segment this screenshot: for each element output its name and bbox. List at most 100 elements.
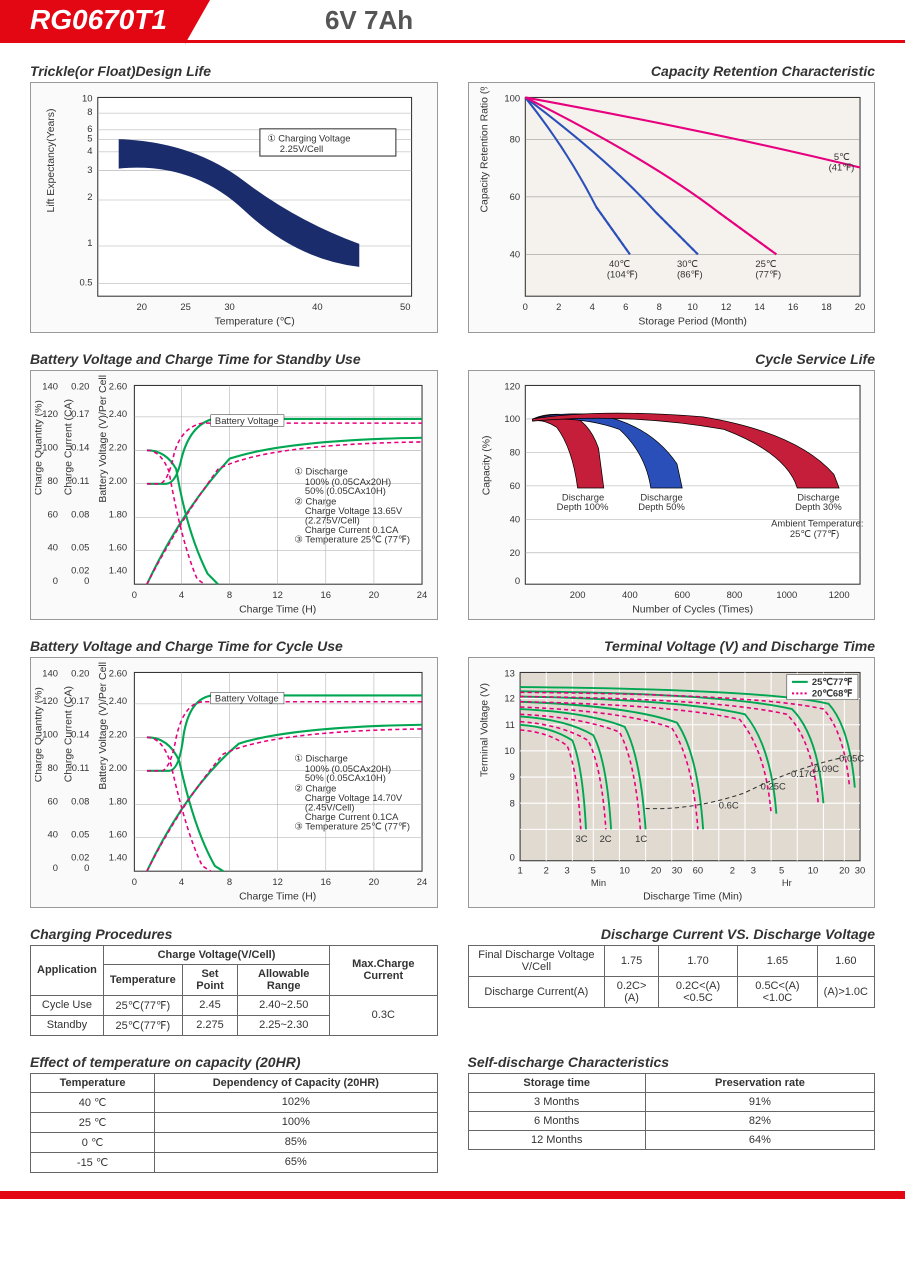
svg-text:6: 6 — [623, 301, 628, 312]
svg-text:0.02: 0.02 — [71, 564, 89, 575]
svg-text:0: 0 — [132, 876, 137, 887]
svg-text:100: 100 — [42, 441, 58, 452]
svg-text:(41℉): (41℉) — [828, 162, 854, 173]
svg-text:③ Temperature 25℃ (77℉): ③ Temperature 25℃ (77℉) — [294, 821, 410, 832]
svg-text:5: 5 — [87, 132, 92, 143]
svg-text:2: 2 — [87, 191, 92, 202]
svg-text:40: 40 — [48, 541, 58, 552]
svg-text:1.40: 1.40 — [109, 564, 127, 575]
svg-text:Temperature (℃): Temperature (℃) — [215, 316, 295, 327]
svg-text:1: 1 — [517, 864, 522, 875]
self-table: Storage timePreservation rate 3 Months91… — [468, 1073, 876, 1150]
svg-text:Ambient Temperature:: Ambient Temperature: — [771, 517, 863, 528]
svg-text:1.60: 1.60 — [109, 829, 127, 840]
svg-text:1.80: 1.80 — [109, 508, 127, 519]
model-badge: RG0670T1 — [0, 0, 185, 40]
svg-text:0: 0 — [84, 575, 89, 586]
svg-text:30℃: 30℃ — [676, 258, 697, 269]
svg-text:8: 8 — [227, 876, 232, 887]
svg-text:400: 400 — [622, 588, 638, 599]
chart4-title: Cycle Service Life — [468, 351, 876, 367]
svg-text:0.05: 0.05 — [71, 541, 89, 552]
svg-text:16: 16 — [787, 301, 797, 312]
svg-text:1000: 1000 — [776, 588, 797, 599]
svg-text:2.00: 2.00 — [109, 762, 127, 773]
footer-bar — [0, 1191, 905, 1199]
svg-text:3: 3 — [564, 864, 569, 875]
svg-text:1200: 1200 — [828, 588, 849, 599]
svg-text:0.05C: 0.05C — [839, 753, 864, 764]
svg-text:Hr: Hr — [781, 877, 791, 888]
svg-text:0.5: 0.5 — [79, 277, 92, 288]
svg-text:0.08: 0.08 — [71, 795, 89, 806]
svg-text:12: 12 — [720, 301, 730, 312]
svg-text:80: 80 — [509, 133, 519, 144]
svg-text:0.09C: 0.09C — [814, 763, 839, 774]
temp-table: TemperatureDependency of Capacity (20HR)… — [30, 1073, 438, 1173]
svg-text:10: 10 — [504, 745, 514, 756]
svg-text:Depth 100%: Depth 100% — [556, 501, 608, 512]
chart4: 120100 8060 4020 0 200400 600800 1000120… — [468, 370, 876, 621]
svg-text:Charge Time (H): Charge Time (H) — [239, 604, 316, 615]
svg-text:3: 3 — [750, 864, 755, 875]
svg-text:40: 40 — [48, 829, 58, 840]
chart5-title: Battery Voltage and Charge Time for Cycl… — [30, 638, 438, 654]
svg-text:8: 8 — [227, 588, 232, 599]
svg-text:30: 30 — [671, 864, 681, 875]
svg-text:10: 10 — [82, 93, 92, 104]
svg-text:140: 140 — [42, 380, 58, 391]
header: RG0670T1 6V 7Ah — [0, 0, 905, 43]
chart2-title: Capacity Retention Characteristic — [468, 63, 876, 79]
svg-text:③ Temperature 25℃ (77℉): ③ Temperature 25℃ (77℉) — [294, 533, 410, 544]
svg-text:Battery Voltage (V)/Per Cell: Battery Voltage (V)/Per Cell — [98, 375, 109, 503]
svg-text:16: 16 — [321, 588, 331, 599]
svg-text:Charge Current (CA): Charge Current (CA) — [64, 686, 75, 782]
svg-text:40: 40 — [312, 301, 322, 312]
svg-text:2.00: 2.00 — [109, 474, 127, 485]
svg-text:Min: Min — [590, 877, 605, 888]
svg-text:14: 14 — [754, 301, 764, 312]
svg-text:24: 24 — [417, 876, 427, 887]
svg-text:20: 20 — [369, 876, 379, 887]
svg-text:60: 60 — [48, 795, 58, 806]
chart3: 140120 10080 6040 0 0.200.17 0.140.11 0.… — [30, 370, 438, 621]
svg-text:4: 4 — [179, 876, 184, 887]
svg-text:0: 0 — [53, 575, 58, 586]
chart6-title: Terminal Voltage (V) and Discharge Time — [468, 638, 876, 654]
svg-text:0.20: 0.20 — [71, 668, 89, 679]
svg-text:① Discharge: ① Discharge — [294, 465, 347, 476]
svg-text:0.6C: 0.6C — [718, 800, 738, 811]
svg-text:12: 12 — [272, 876, 282, 887]
svg-text:10: 10 — [807, 864, 817, 875]
svg-text:20℃68℉: 20℃68℉ — [811, 688, 851, 699]
chart5: 140120 10080 6040 0 0.200.17 0.140.11 0.… — [30, 657, 438, 908]
svg-text:120: 120 — [42, 407, 58, 418]
svg-text:140: 140 — [42, 668, 58, 679]
svg-text:20: 20 — [509, 547, 519, 558]
svg-text:20: 20 — [854, 301, 864, 312]
svg-text:5: 5 — [778, 864, 783, 875]
svg-text:80: 80 — [509, 446, 519, 457]
svg-text:① Charging Voltage: ① Charging Voltage — [267, 132, 350, 143]
svg-text:0.20: 0.20 — [71, 380, 89, 391]
svg-text:0.05: 0.05 — [71, 829, 89, 840]
svg-text:100: 100 — [504, 93, 520, 104]
svg-text:Charge Quantity (%): Charge Quantity (%) — [35, 687, 44, 782]
chart3-title: Battery Voltage and Charge Time for Stan… — [30, 351, 438, 367]
svg-text:2.20: 2.20 — [109, 441, 127, 452]
svg-text:Battery Voltage: Battery Voltage — [215, 415, 279, 426]
svg-text:25℃77℉: 25℃77℉ — [811, 676, 851, 687]
svg-text:8: 8 — [656, 301, 661, 312]
svg-text:0: 0 — [53, 862, 58, 873]
svg-text:100: 100 — [42, 728, 58, 739]
svg-text:4: 4 — [179, 588, 184, 599]
svg-text:20: 20 — [839, 864, 849, 875]
svg-text:0: 0 — [514, 575, 519, 586]
svg-text:0: 0 — [84, 862, 89, 873]
charging-title: Charging Procedures — [30, 926, 438, 942]
svg-text:1.60: 1.60 — [109, 541, 127, 552]
svg-text:Depth 50%: Depth 50% — [638, 501, 685, 512]
svg-text:1.80: 1.80 — [109, 795, 127, 806]
svg-text:25: 25 — [180, 301, 190, 312]
svg-text:4: 4 — [87, 145, 92, 156]
